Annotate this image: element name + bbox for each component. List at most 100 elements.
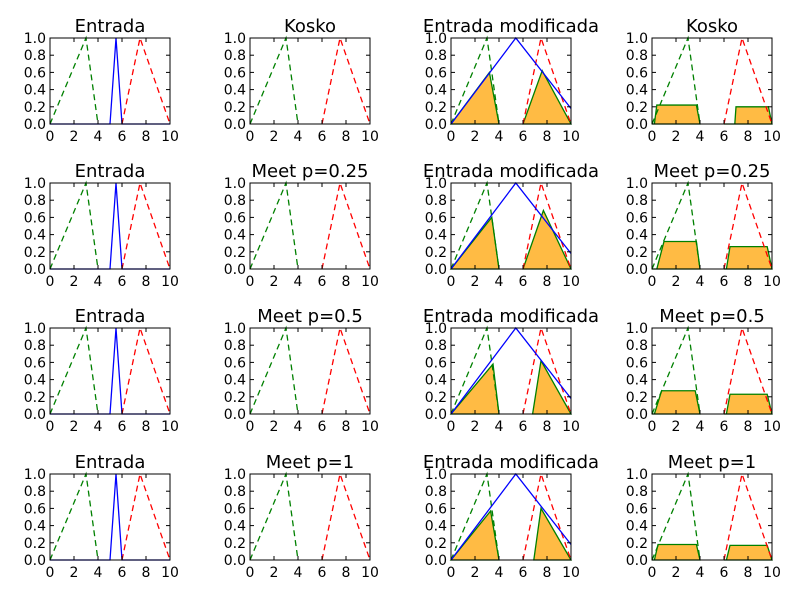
x-tick-label: 4	[495, 274, 504, 290]
red-set-line	[321, 180, 371, 270]
x-tick-label: 8	[543, 419, 552, 435]
y-tick-label: 0.8	[626, 193, 648, 209]
axes-frame	[249, 182, 371, 270]
x-tick-label: 4	[294, 565, 303, 581]
y-tick-label: 1.0	[224, 176, 246, 192]
y-tick-label: 0.8	[24, 193, 46, 209]
y-tick-label: 0.4	[425, 83, 447, 99]
subplot-r1-c4: Kosko 0.00.20.4 0.60.81.0 0 2 4 6 8 10	[626, 16, 781, 145]
x-tick-label: 8	[342, 129, 351, 145]
x-tick-label: 4	[696, 565, 705, 581]
y-tick-label: 1.0	[24, 321, 46, 337]
y-tick-label: 0.2	[626, 245, 648, 261]
x-tick-label: 10	[161, 129, 179, 145]
y-tick-label: 0.0	[425, 553, 447, 569]
green-set-line	[49, 35, 99, 125]
y-tick-label: 0.8	[224, 338, 246, 354]
y-tick-label: 0.2	[425, 100, 447, 116]
y-tick-label: 0.6	[24, 501, 46, 517]
modified-area-1	[449, 362, 500, 415]
x-tick-label: 6	[318, 129, 327, 145]
y-tick-label: 0.4	[626, 373, 648, 389]
y-tick-label: 0.6	[626, 210, 648, 226]
x-tick-label: 6	[519, 419, 528, 435]
y-tick-label: 0.6	[626, 355, 648, 371]
y-tick-label: 0.0	[24, 117, 46, 133]
x-tick-label: 8	[744, 129, 753, 145]
x-tick-label: 6	[720, 129, 729, 145]
x-tick-label: 2	[270, 565, 279, 581]
y-tick-label: 0.4	[24, 83, 46, 99]
y-tick-label: 0.6	[425, 65, 447, 81]
y-tick-label: 0.6	[626, 501, 648, 517]
axes-frame	[49, 182, 171, 270]
x-tick-label: 0	[648, 419, 657, 435]
y-tick-label: 0.2	[24, 536, 46, 552]
y-tick-label: 0.0	[24, 407, 46, 423]
subplot-title: Entrada	[75, 306, 146, 327]
x-tick-label: 6	[318, 565, 327, 581]
x-tick-label: 4	[294, 419, 303, 435]
x-tick-label: 10	[763, 129, 781, 145]
x-tick-label: 2	[471, 565, 480, 581]
x-tick-label: 2	[270, 274, 279, 290]
x-tick-label: 0	[46, 419, 55, 435]
y-tick-label: 1.0	[626, 467, 648, 483]
y-tick-label: 0.0	[425, 407, 447, 423]
x-tick-label: 2	[270, 419, 279, 435]
x-tick-label: 8	[342, 565, 351, 581]
axes-frame	[450, 473, 572, 561]
subplot-title: Meet p=0.25	[251, 161, 368, 182]
red-set-line	[121, 180, 171, 270]
x-tick-label: 10	[562, 129, 580, 145]
x-tick-label: 0	[447, 274, 456, 290]
y-tick-label: 0.8	[24, 338, 46, 354]
subplot-r4-c1: Entrada 0.00.20.4 0.60.81.0 0 2 4 6 8 10	[24, 452, 179, 581]
x-tick-label: 0	[246, 565, 255, 581]
y-tick-label: 0.4	[626, 83, 648, 99]
y-tick-label: 0.2	[425, 245, 447, 261]
red-set-line	[121, 35, 171, 125]
x-tick-label: 0	[648, 274, 657, 290]
y-tick-label: 0.6	[24, 355, 46, 371]
green-set-line	[249, 325, 299, 415]
x-tick-label: 0	[447, 565, 456, 581]
y-tick-label: 0.2	[425, 536, 447, 552]
x-tick-label: 0	[246, 419, 255, 435]
y-tick-label: 0.8	[425, 193, 447, 209]
x-tick-label: 8	[744, 565, 753, 581]
x-tick-label: 2	[672, 565, 681, 581]
x-tick-label: 0	[46, 565, 55, 581]
x-tick-label: 4	[495, 419, 504, 435]
y-tick-label: 0.0	[224, 407, 246, 423]
x-tick-label: 10	[161, 274, 179, 290]
y-tick-label: 0.0	[626, 117, 648, 133]
axes-frame	[651, 37, 773, 125]
x-tick-label: 10	[361, 565, 379, 581]
x-tick-label: 4	[94, 419, 103, 435]
x-tick-label: 10	[562, 419, 580, 435]
y-tick-label: 0.6	[425, 210, 447, 226]
subplot-r2-c3: Entrada modificada 0.00.20.4 0.60.81.0 0 2 4 6…	[423, 161, 599, 290]
y-tick-label: 1.0	[425, 176, 447, 192]
subplot-title: Entrada	[75, 16, 146, 37]
axes-frame	[450, 327, 572, 415]
modified-area-1	[449, 509, 500, 561]
y-tick-label: 0.0	[425, 117, 447, 133]
x-tick-label: 10	[562, 274, 580, 290]
subplot-r2-c4: Meet p=0.25 0.00.20.4 0.60.81.0 0 2 4 6 8 10	[626, 161, 781, 290]
x-tick-label: 8	[342, 274, 351, 290]
x-tick-label: 2	[70, 129, 79, 145]
x-tick-label: 4	[94, 274, 103, 290]
y-tick-label: 1.0	[224, 321, 246, 337]
y-tick-label: 0.0	[224, 553, 246, 569]
subplot-title: Meet p=1	[668, 452, 756, 473]
y-tick-label: 0.8	[224, 484, 246, 500]
x-tick-label: 4	[696, 129, 705, 145]
subplot-title: Entrada modificada	[423, 306, 599, 327]
y-tick-label: 0.8	[626, 484, 648, 500]
subplot-title: Meet p=0.5	[659, 306, 765, 327]
subplot-title: Entrada modificada	[423, 452, 599, 473]
y-tick-label: 0.4	[626, 519, 648, 535]
